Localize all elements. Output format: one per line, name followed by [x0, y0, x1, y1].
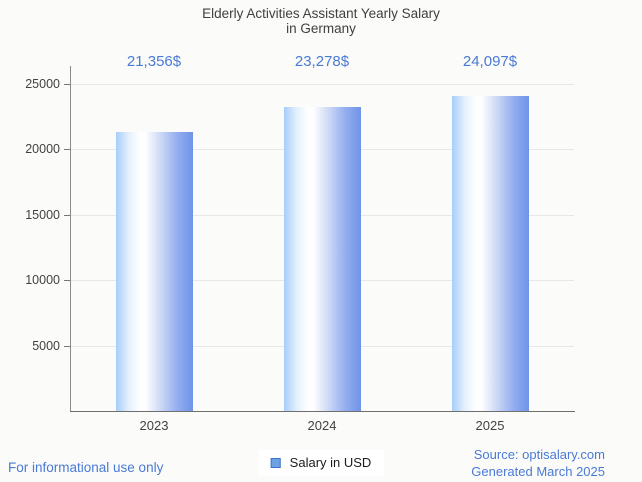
x-axis-label-2024: 2024	[307, 418, 337, 433]
x-axis-label-2025: 2025	[475, 418, 505, 433]
source-link[interactable]: Source: optisalary.com	[473, 447, 605, 462]
y-axis-label-10000: 10000	[25, 273, 60, 288]
generated-date: Generated March 2025	[471, 464, 605, 479]
y-axis-label-15000: 15000	[25, 207, 60, 222]
y-axis-tick-15000	[64, 214, 70, 216]
y-axis-tick-5000	[64, 345, 70, 347]
legend-label: Salary in USD	[289, 455, 372, 470]
bar-2024[interactable]	[283, 107, 361, 411]
y-axis-tick-10000	[64, 280, 70, 282]
chart-title: Elderly Activities Assistant Yearly Sala…	[0, 6, 642, 36]
plot-area	[70, 84, 574, 411]
y-axis-label-20000: 20000	[25, 142, 60, 157]
legend: Salary in USD	[258, 450, 384, 476]
x-axis-line	[70, 411, 575, 412]
disclaimer-text: For informational use only	[8, 460, 164, 475]
gridline-25000	[70, 84, 574, 85]
value-label-2025: 24,097$	[462, 53, 518, 70]
y-axis-label-5000: 5000	[32, 338, 60, 353]
legend-swatch-icon	[270, 457, 281, 468]
y-axis-tick-20000	[64, 149, 70, 151]
chart-title-line1: Elderly Activities Assistant Yearly Sala…	[202, 6, 440, 21]
y-axis-tick-25000	[64, 84, 70, 85]
x-axis-label-2023: 2023	[139, 418, 169, 433]
bar-2025[interactable]	[451, 96, 529, 411]
source-block: Source: optisalary.com Generated March 2…	[471, 446, 605, 480]
value-label-2024: 23,278$	[294, 53, 350, 70]
y-axis-label-25000: 25000	[25, 77, 60, 91]
value-label-2023: 21,356$	[126, 53, 182, 70]
y-axis-line	[70, 66, 71, 411]
chart-title-line2: in Germany	[286, 21, 356, 36]
bar-2023[interactable]	[115, 132, 193, 411]
